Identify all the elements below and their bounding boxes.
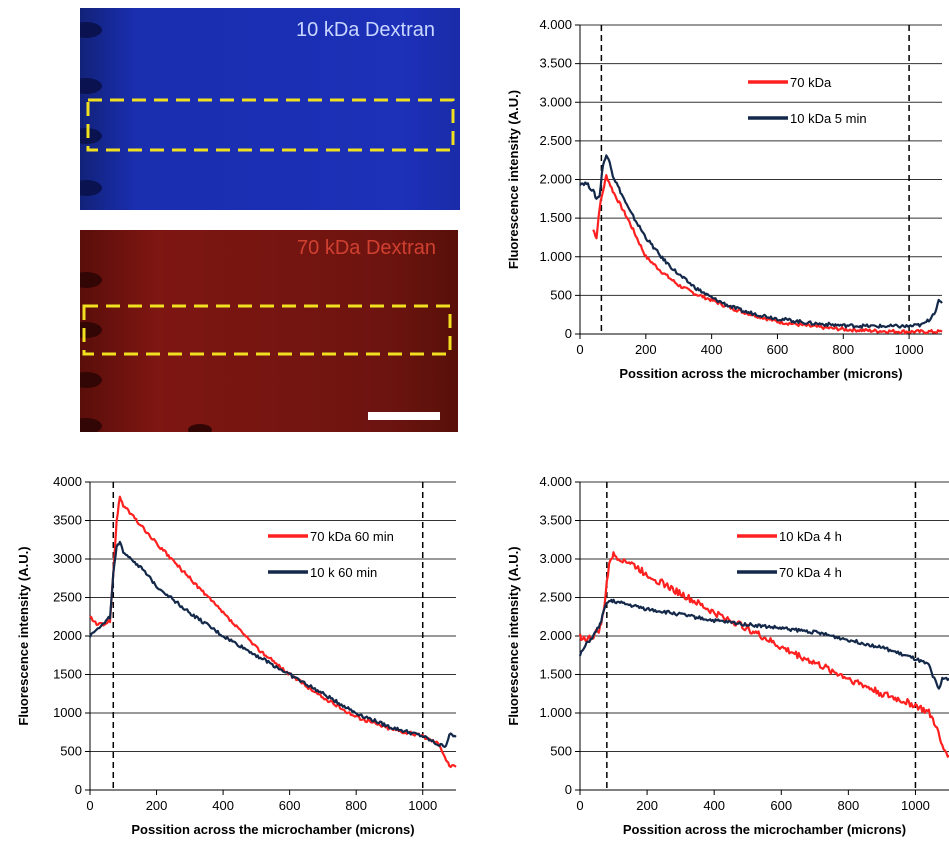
y-tick-label: 0 <box>565 782 572 797</box>
y-tick-label: 2.000 <box>539 628 572 643</box>
scale-bar <box>368 412 440 420</box>
y-tick-label: 1.500 <box>539 210 572 225</box>
legend-label: 10 kDa 4 h <box>779 529 842 544</box>
pillar-marker <box>80 372 102 388</box>
y-tick-label: 500 <box>550 744 572 759</box>
pillar-marker <box>80 272 102 288</box>
x-tick-label: 400 <box>701 342 723 357</box>
x-tick-label: 600 <box>767 342 789 357</box>
fluorescence-image-blue: 10 kDa Dextran <box>80 8 460 210</box>
legend-label: 70 kDa 4 h <box>779 565 842 580</box>
x-tick-label: 200 <box>636 798 658 813</box>
x-axis-title: Possition across the microchamber (micro… <box>623 822 906 837</box>
x-tick-label: 0 <box>576 342 583 357</box>
series-line <box>89 495 457 769</box>
series-line <box>578 598 949 690</box>
pillar-marker <box>188 424 212 432</box>
x-tick-label: 200 <box>146 798 168 813</box>
x-tick-label: 600 <box>770 798 792 813</box>
y-tick-label: 2.500 <box>539 133 572 148</box>
x-tick-label: 800 <box>838 798 860 813</box>
pillar-marker <box>80 180 102 196</box>
x-tick-label: 400 <box>703 798 725 813</box>
x-tick-label: 800 <box>832 342 854 357</box>
legend-label: 10 kDa 5 min <box>790 111 867 126</box>
y-tick-label: 1.000 <box>539 249 572 264</box>
x-tick-label: 800 <box>345 798 367 813</box>
legend-label: 70 kDa <box>790 75 832 90</box>
y-tick-label: 3.500 <box>539 56 572 71</box>
pillar-marker <box>80 128 102 144</box>
y-tick-label: 3000 <box>53 551 82 566</box>
roi-box <box>86 98 455 152</box>
y-tick-label: 4000 <box>53 474 82 489</box>
y-tick-label: 2.500 <box>539 590 572 605</box>
pillar-marker <box>80 22 102 38</box>
chart-1: 0 500 1000 1500 2000 2500 3000 3500 4000 0 200 400 6… <box>16 474 457 837</box>
y-tick-label: 1000 <box>53 705 82 720</box>
series-line <box>592 174 943 335</box>
image-panel-10kda: 10 kDa Dextran <box>80 8 460 210</box>
image-label: 70 kDa Dextran <box>297 237 436 259</box>
image-panel-70kda: 70 kDa Dextran <box>80 230 458 432</box>
x-axis-title: Possition across the microchamber (micro… <box>619 366 902 381</box>
y-axis-title: Fluorescence intensity (A.U.) <box>506 546 521 725</box>
series-line <box>579 154 943 329</box>
y-tick-label: 3.000 <box>539 94 572 109</box>
y-tick-label: 4.000 <box>539 474 572 489</box>
y-tick-label: 0 <box>565 326 572 341</box>
x-tick-label: 1000 <box>408 798 437 813</box>
y-tick-label: 3.000 <box>539 551 572 566</box>
y-tick-label: 1500 <box>53 667 82 682</box>
legend-label: 70 kDa 60 min <box>310 529 394 544</box>
y-tick-label: 500 <box>550 287 572 302</box>
series-line <box>578 551 949 758</box>
y-tick-label: 3.500 <box>539 513 572 528</box>
pillar-marker <box>80 78 102 94</box>
y-tick-label: 3500 <box>53 513 82 528</box>
chart-2: 0 500 1.000 1.500 2.000 2.500 3.000 3.500 4.000 0… <box>506 474 949 837</box>
x-axis-title: Possition across the microchamber (micro… <box>131 822 414 837</box>
y-tick-label: 4.000 <box>539 17 572 32</box>
y-tick-label: 2.000 <box>539 172 572 187</box>
x-tick-label: 0 <box>86 798 93 813</box>
pillar-marker <box>80 418 102 432</box>
legend-label: 10 k 60 min <box>310 565 377 580</box>
series-line <box>88 540 457 748</box>
y-tick-label: 1.500 <box>539 667 572 682</box>
x-tick-label: 400 <box>212 798 234 813</box>
y-tick-label: 1.000 <box>539 705 572 720</box>
y-axis-title: Fluorescence intensity (A.U.) <box>16 546 31 725</box>
roi-box <box>82 304 452 356</box>
chart-0: 0 500 1.000 1.500 2.000 2.500 3.000 3.500 4.000 0… <box>506 17 943 381</box>
y-tick-label: 2500 <box>53 590 82 605</box>
x-tick-label: 1000 <box>901 798 930 813</box>
y-tick-label: 2000 <box>53 628 82 643</box>
y-tick-label: 500 <box>60 744 82 759</box>
fluorescence-image-red: 70 kDa Dextran <box>80 230 458 432</box>
x-tick-label: 1000 <box>895 342 924 357</box>
x-tick-label: 600 <box>279 798 301 813</box>
x-tick-label: 0 <box>576 798 583 813</box>
y-axis-title: Fluorescence intensity (A.U.) <box>506 90 521 269</box>
x-tick-label: 200 <box>635 342 657 357</box>
image-label: 10 kDa Dextran <box>296 19 435 41</box>
y-tick-label: 0 <box>75 782 82 797</box>
